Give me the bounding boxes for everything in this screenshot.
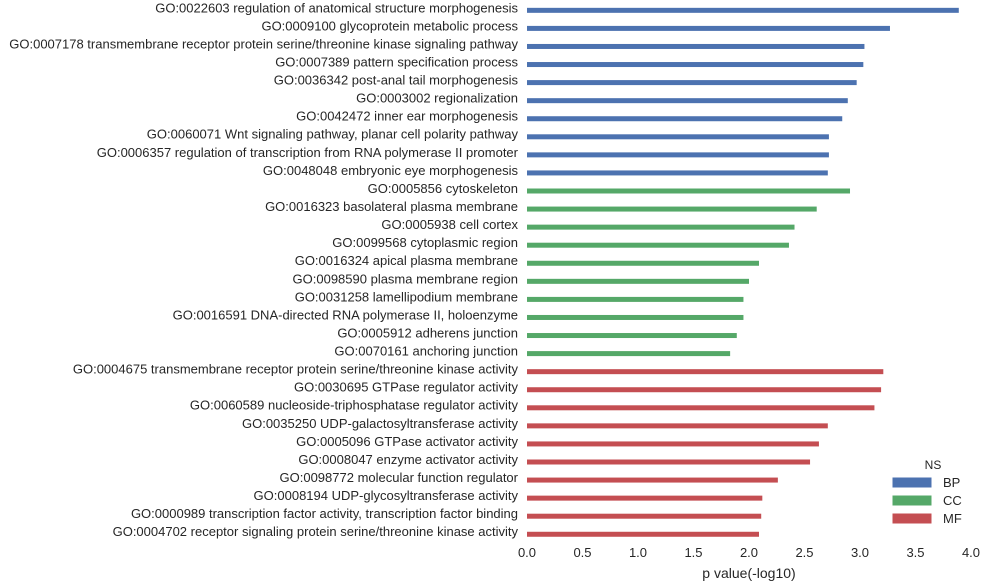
bar-cc-15 [527, 278, 749, 284]
category-label-28: GO:0000989 transcription factor activity… [131, 506, 518, 521]
category-label-15: GO:0098590 plasma membrane region [293, 271, 518, 286]
bar-bp-0 [527, 7, 959, 13]
bar-mf-21 [527, 387, 882, 393]
category-label-10: GO:0005856 cytoskeleton [368, 181, 518, 196]
bar-bp-4 [527, 80, 857, 86]
category-label-9: GO:0048048 embryonic eye morphogenesis [263, 163, 519, 178]
category-label-3: GO:0007389 pattern specification process [275, 54, 518, 69]
bar-mf-28 [527, 513, 762, 519]
category-label-4: GO:0036342 post-anal tail morphogenesis [274, 73, 519, 88]
category-label-2: GO:0007178 transmembrane receptor protei… [9, 36, 518, 51]
legend-label-mf: MF [943, 511, 962, 526]
x-tick-label-1: 0.5 [573, 545, 591, 560]
x-tick-label-4: 2.0 [740, 545, 758, 560]
category-label-23: GO:0035250 UDP-galactosyltransferase act… [242, 416, 519, 431]
bar-cc-14 [527, 260, 759, 266]
category-label-20: GO:0004675 transmembrane receptor protei… [73, 362, 519, 377]
bar-bp-9 [527, 170, 828, 176]
x-tick-label-3: 1.5 [684, 545, 702, 560]
bar-cc-19 [527, 351, 731, 357]
category-label-24: GO:0005096 GTPase activator activity [296, 434, 518, 449]
bar-cc-16 [527, 296, 744, 302]
category-label-8: GO:0006357 regulation of transcription f… [97, 145, 519, 160]
legend-swatch-mf [891, 512, 933, 525]
category-label-17: GO:0016591 DNA-directed RNA polymerase I… [173, 307, 518, 322]
bar-cc-11 [527, 206, 817, 212]
bar-bp-7 [527, 134, 829, 140]
category-label-13: GO:0099568 cytoplasmic region [332, 235, 518, 250]
bar-cc-17 [527, 314, 744, 320]
category-label-18: GO:0005912 adherens junction [337, 325, 518, 340]
bar-mf-22 [527, 405, 875, 411]
legend-swatch-cc [891, 494, 933, 507]
bar-bp-2 [527, 43, 865, 49]
category-label-1: GO:0009100 glycoprotein metabolic proces… [261, 18, 518, 33]
bar-mf-20 [527, 369, 884, 375]
bar-bp-1 [527, 25, 890, 31]
legend-label-cc: CC [943, 493, 962, 508]
bar-mf-25 [527, 459, 811, 465]
bar-mf-24 [527, 441, 819, 447]
legend: NS BP CC MF [891, 458, 962, 526]
category-label-29: GO:0004702 receptor signaling protein se… [113, 524, 519, 539]
x-tick-label-6: 3.0 [851, 545, 869, 560]
category-label-16: GO:0031258 lamellipodium membrane [295, 289, 518, 304]
x-tick-label-5: 2.5 [795, 545, 813, 560]
bar-bp-8 [527, 152, 829, 158]
x-axis-label: p value(-log10) [702, 565, 795, 581]
bar-bp-5 [527, 98, 848, 104]
x-tick-label-0: 0.0 [518, 545, 536, 560]
category-label-19: GO:0070161 anchoring junction [334, 344, 518, 359]
bar-mf-23 [527, 423, 828, 429]
bar-mf-27 [527, 495, 763, 501]
bar-bp-3 [527, 62, 864, 68]
category-label-6: GO:0042472 inner ear morphogenesis [296, 109, 518, 124]
category-label-25: GO:0008047 enzyme activator activity [298, 452, 518, 467]
category-label-27: GO:0008194 UDP-glycosyltransferase activ… [254, 488, 519, 503]
category-label-0: GO:0022603 regulation of anatomical stru… [155, 0, 518, 15]
x-tick-label-8: 4.0 [962, 545, 980, 560]
legend-swatch-bp [891, 476, 933, 489]
bar-bp-6 [527, 116, 843, 122]
category-label-7: GO:0060071 Wnt signaling pathway, planar… [147, 127, 519, 142]
x-tick-label-2: 1.0 [629, 545, 647, 560]
bar-cc-10 [527, 188, 851, 194]
bars-group [527, 7, 959, 537]
bar-cc-18 [527, 333, 737, 339]
legend-label-bp: BP [943, 475, 960, 490]
category-labels: GO:0022603 regulation of anatomical stru… [9, 0, 518, 539]
bar-mf-29 [527, 531, 759, 537]
category-label-22: GO:0060589 nucleoside-triphosphatase reg… [190, 398, 519, 413]
category-label-12: GO:0005938 cell cortex [381, 217, 518, 232]
x-tick-labels: 0.0 0.5 1.0 1.5 2.0 2.5 3.0 3.5 4.0 [518, 545, 980, 560]
bar-cc-12 [527, 224, 795, 230]
bar-mf-26 [527, 477, 778, 483]
bar-cc-13 [527, 242, 789, 248]
category-label-21: GO:0030695 GTPase regulator activity [294, 380, 519, 395]
legend-title: NS [925, 458, 942, 472]
category-label-5: GO:0003002 regionalization [356, 91, 518, 106]
category-label-14: GO:0016324 apical plasma membrane [295, 253, 518, 268]
category-label-11: GO:0016323 basolateral plasma membrane [265, 199, 518, 214]
category-label-26: GO:0098772 molecular function regulator [280, 470, 519, 485]
x-tick-label-7: 3.5 [906, 545, 924, 560]
